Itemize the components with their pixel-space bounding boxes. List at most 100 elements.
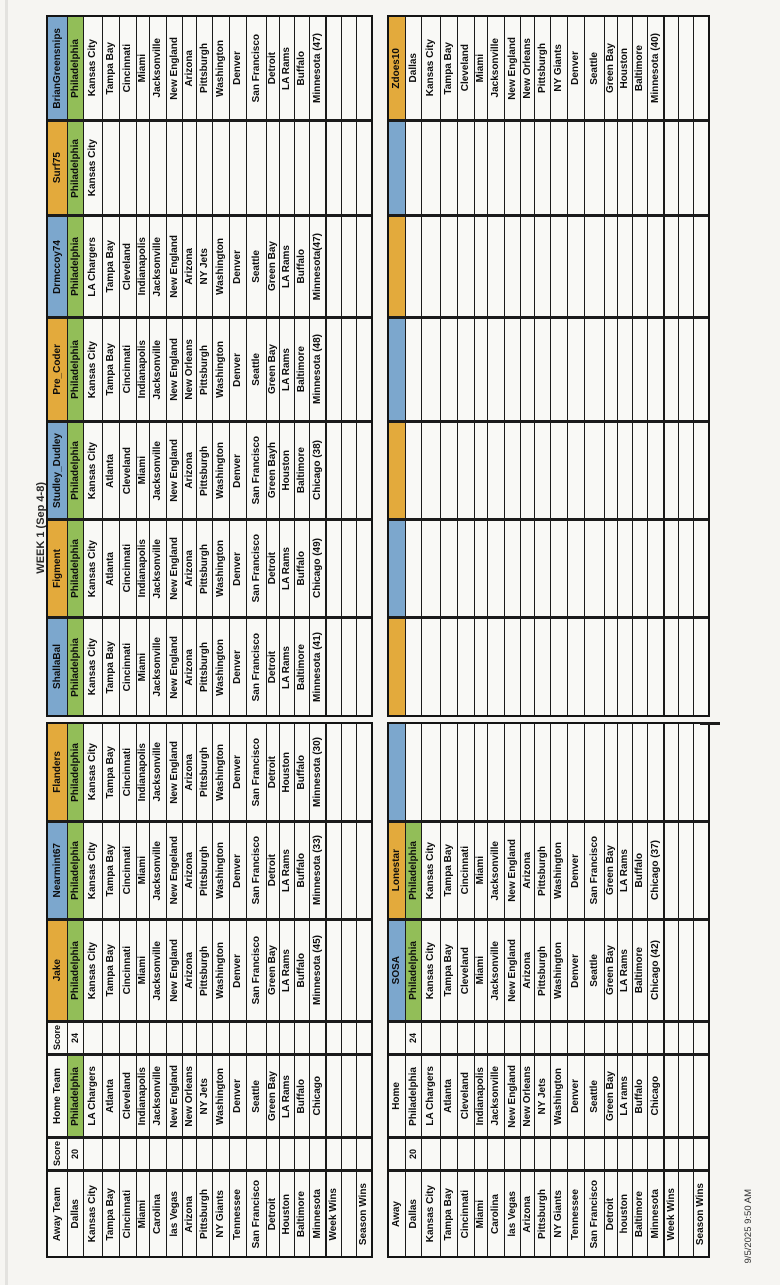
pick-text: Philadelphia (69, 637, 81, 697)
blank-cell (679, 823, 693, 918)
pick-text: Washington (215, 39, 226, 97)
pick: Washington (213, 319, 229, 420)
pick: Minnesota (40) (648, 17, 663, 119)
pick: NY Giants (551, 17, 567, 119)
home-team-text: Washington (215, 1067, 226, 1125)
away-team-text: Tennessee (570, 1188, 581, 1240)
empty-score (197, 1023, 212, 1053)
season-wins-cell (694, 17, 708, 119)
pick: Baltimore (633, 17, 647, 119)
pick: Jacksonville (150, 17, 166, 119)
score-label (389, 1139, 405, 1169)
empty-pick (551, 319, 567, 420)
pick-text: Arizona (183, 648, 195, 686)
pick: LA Rams (280, 921, 294, 1020)
pick-text: Cincinnati (122, 946, 133, 995)
pick-text: Miami (137, 53, 148, 83)
pick: Philadelphia (68, 319, 83, 420)
pick-text: Tampa Bay (443, 944, 454, 997)
pick-text: LA Rams (281, 348, 292, 391)
pick: New Orleans (183, 319, 196, 420)
home-team-text: Indianapolis (475, 1066, 486, 1126)
pick-text: Pittsburgh (198, 344, 210, 395)
week-wins-cell (665, 17, 678, 119)
empty-pick (406, 122, 421, 214)
home-team-text: Seattle (250, 1079, 262, 1113)
empty-pick (280, 122, 294, 214)
pick-text: Cincinnati (122, 642, 133, 692)
picker-name (389, 122, 405, 214)
pick: LA Chargers (84, 217, 102, 316)
away-team: las Vegas (167, 1172, 182, 1256)
away-team-text: las Vegas (168, 1191, 180, 1237)
pick-text: Jacksonville (490, 840, 501, 901)
pick: Buffalo (295, 724, 309, 820)
away-team: Cincinnati (120, 1172, 136, 1256)
away-team-text: Cincinnati (122, 1189, 133, 1239)
empty-score (458, 1023, 474, 1053)
pick-text: Minnesota (47) (311, 32, 323, 103)
empty-score (197, 1139, 212, 1169)
pick-text: Philadelphia (69, 38, 81, 98)
empty-pick (633, 122, 647, 214)
pick: Washington (551, 823, 567, 918)
pick-text: Green Bay (605, 42, 616, 94)
season-wins-cell (357, 724, 371, 820)
away-team-text: Tennessee (232, 1188, 243, 1240)
away-team-text: Baltimore (296, 1190, 307, 1238)
pick-text: Jacksonville (490, 38, 501, 98)
pick-text: Kansas City (87, 638, 98, 696)
season-wins-cell (357, 423, 371, 518)
pick: Philadelphia (406, 823, 421, 918)
empty-pick (618, 619, 632, 715)
empty-score (488, 1023, 504, 1053)
home-team: Buffalo (633, 1056, 647, 1136)
empty-pick (137, 122, 149, 214)
picker-row-empty-7 (389, 724, 708, 820)
pick-text: Philadelphia (69, 237, 81, 296)
pick: Arizona (183, 521, 196, 616)
week-wins-cell (327, 17, 341, 119)
pick: LA Rams (618, 823, 632, 918)
picker-row-Flanders: Flanders Philadelphia Kansas City Tampa Bay… (48, 724, 371, 820)
pick: Washington (213, 823, 229, 918)
pick: Denver (230, 319, 246, 420)
pick: Tampa Bay (103, 217, 119, 316)
picker-name (389, 619, 405, 715)
pick-text: New England (168, 740, 180, 804)
away-team: Baltimore (295, 1172, 309, 1256)
home-team-text: LA rams (619, 1076, 630, 1116)
empty-score (120, 1139, 136, 1169)
empty-pick (605, 619, 617, 715)
home-team-text: Green Bay (605, 1070, 616, 1122)
pick-text: Arizona (183, 550, 195, 587)
season-wins-cell (357, 823, 371, 918)
week-wins-cell (327, 921, 341, 1020)
pick-text: Detroit (267, 51, 278, 85)
home-team: Philadelphia (68, 1056, 83, 1136)
pick: Tampa Bay (103, 619, 119, 715)
pick-text: Kansas City (87, 941, 98, 1000)
pick: San Francisco (247, 17, 266, 119)
empty-score (618, 1139, 632, 1169)
pick: Kansas City (84, 521, 102, 616)
season-wins-cell (694, 217, 708, 316)
picker-row-Lonestar: Lonestar Philadelphia Kansas City Tampa Bay… (389, 823, 708, 918)
empty-pick (568, 217, 584, 316)
pick-text: Minnesota (41) (311, 631, 323, 702)
season-wins-cell (357, 319, 371, 420)
pick-text: Tampa Bay (443, 41, 454, 95)
home-team-text: NY Jets (198, 1077, 210, 1115)
pick: Dallas (406, 17, 421, 119)
away-team-text: Kansas City (87, 1185, 98, 1243)
pick-text: Denver (232, 352, 243, 387)
week-wins-cell (665, 823, 678, 918)
pick: LA Rams (280, 217, 294, 316)
score-value: 20 (406, 1139, 421, 1169)
score-value: 20 (68, 1139, 83, 1169)
pick: New England (505, 921, 520, 1020)
pick: Cleveland (458, 17, 474, 119)
picker-name (389, 423, 405, 518)
picker-name (389, 724, 405, 820)
season-wins-cell (694, 619, 708, 715)
